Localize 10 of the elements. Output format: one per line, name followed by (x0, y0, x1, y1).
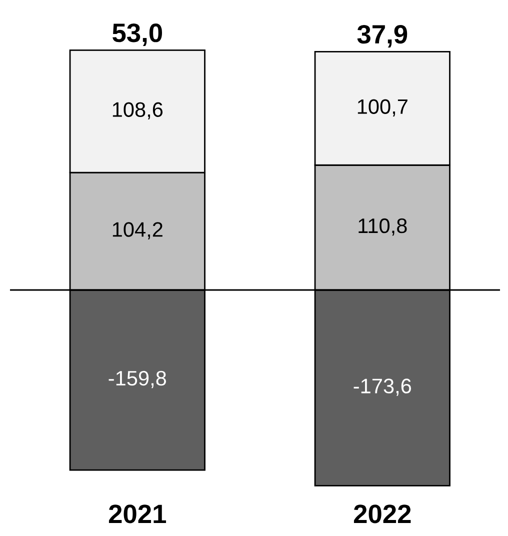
data-label: -173,6 (354, 378, 412, 396)
data-label: 104,2 (112, 222, 162, 240)
annotation: 37,9 (357, 24, 408, 48)
x-tick-label: 2021 (108, 504, 166, 524)
data-label: -159,8 (108, 370, 166, 388)
x-tick-label: 2022 (354, 504, 411, 524)
data-label: 110,8 (358, 218, 407, 236)
data-label: 108,6 (112, 102, 163, 120)
annotation: 53,0 (112, 23, 162, 46)
data-label: 100,7 (358, 99, 408, 116)
